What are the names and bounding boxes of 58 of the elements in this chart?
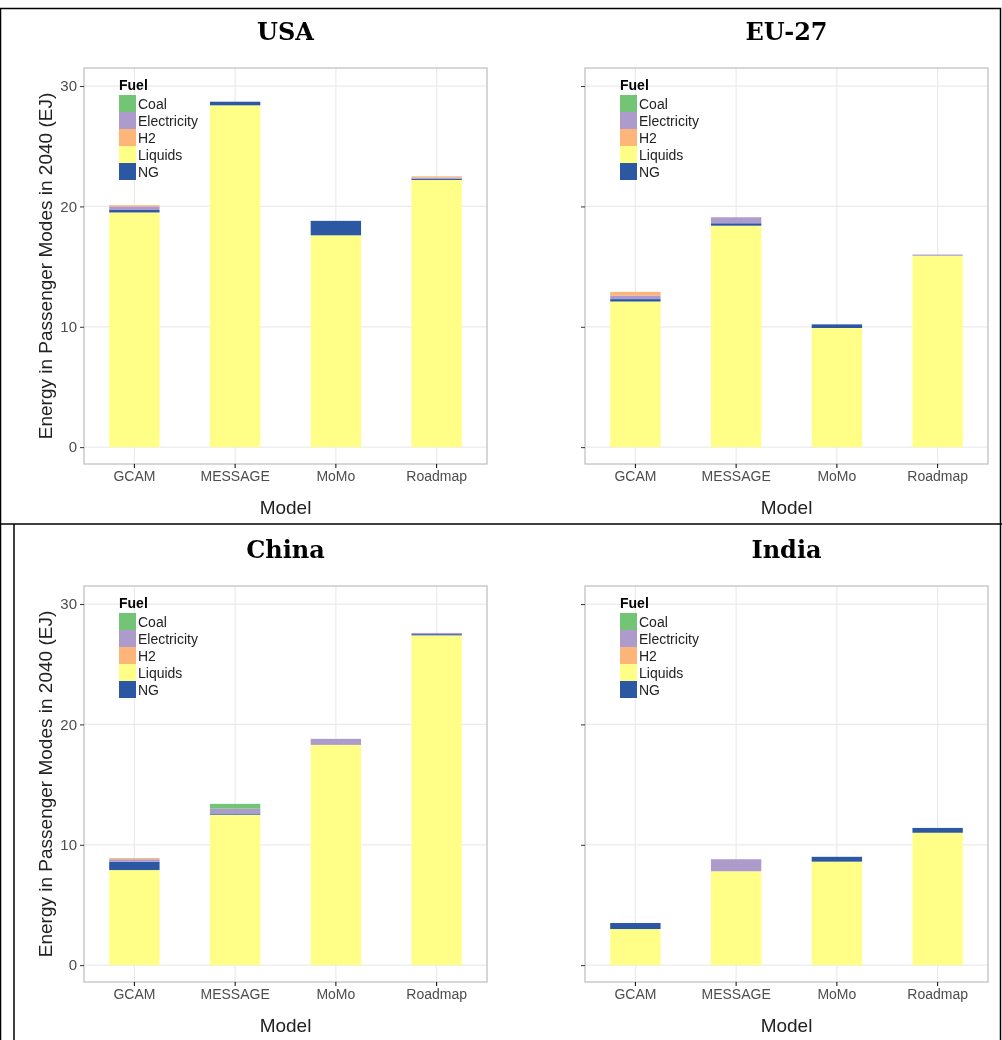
legend-title: Fuel	[620, 77, 649, 93]
x-tick-label: GCAM	[614, 467, 657, 484]
legend-label: H2	[138, 130, 157, 146]
x-tick-label: MoMo	[316, 467, 356, 484]
y-tick-label: 0	[68, 438, 77, 456]
y-tick-label: 30	[60, 595, 77, 613]
x-tick-label: GCAM	[113, 467, 156, 484]
y-tick-label: 20	[60, 197, 77, 215]
y-tick-label: 30	[60, 77, 77, 95]
legend-label: Liquids	[138, 147, 183, 163]
x-axis-title: Model	[760, 497, 813, 518]
x-tick-label: GCAM	[614, 985, 657, 1002]
x-tick-label: MESSAGE	[200, 985, 270, 1002]
x-tick-label: Roadmap	[907, 985, 969, 1002]
chart-title: USA	[257, 17, 315, 46]
legend-label: NG	[639, 682, 660, 698]
x-tick-label: Roadmap	[406, 985, 468, 1002]
legend-label: Coal	[138, 614, 167, 630]
legend-label: NG	[138, 164, 159, 180]
y-axis-title: Energy in Passenger Modes in 2040 (EJ)	[35, 92, 56, 440]
legend-label: Coal	[138, 96, 167, 112]
x-tick-label: MoMo	[817, 985, 857, 1002]
legend-label: Liquids	[138, 665, 183, 681]
x-tick-label: MESSAGE	[200, 467, 270, 484]
chart-title: India	[751, 535, 822, 564]
legend-label: Liquids	[639, 147, 684, 163]
x-axis-title: Model	[760, 1015, 813, 1036]
y-axis-title: Energy in Passenger Modes in 2040 (EJ)	[35, 610, 56, 958]
legend-label: H2	[639, 648, 658, 664]
y-tick-label: 10	[60, 836, 77, 854]
chart-title: EU-27	[745, 17, 828, 46]
legend-title: Fuel	[119, 595, 148, 611]
legend-label: NG	[639, 164, 660, 180]
legend-label: Coal	[639, 96, 668, 112]
legend-title: Fuel	[119, 77, 148, 93]
x-tick-label: Roadmap	[406, 467, 468, 484]
legend-label: Electricity	[138, 113, 198, 129]
y-tick-label: 0	[68, 956, 77, 974]
legend-label: Coal	[639, 614, 668, 630]
legend-label: Electricity	[639, 113, 699, 129]
x-tick-label: MESSAGE	[701, 985, 771, 1002]
legend-label: H2	[639, 130, 658, 146]
x-tick-label: GCAM	[113, 985, 156, 1002]
x-tick-label: MoMo	[817, 467, 857, 484]
legend-label: Electricity	[639, 631, 699, 647]
x-tick-label: MoMo	[316, 985, 356, 1002]
x-tick-label: Roadmap	[907, 467, 969, 484]
legend-label: H2	[138, 648, 157, 664]
legend-label: NG	[138, 682, 159, 698]
y-tick-label: 10	[60, 318, 77, 336]
x-axis-title: Model	[259, 1015, 312, 1036]
chart-title: China	[246, 535, 325, 564]
legend-title: Fuel	[620, 595, 649, 611]
y-tick-label: 20	[60, 715, 77, 733]
x-axis-title: Model	[259, 497, 312, 518]
x-tick-label: MESSAGE	[701, 467, 771, 484]
legend-label: Liquids	[639, 665, 684, 681]
legend-label: Electricity	[138, 631, 198, 647]
